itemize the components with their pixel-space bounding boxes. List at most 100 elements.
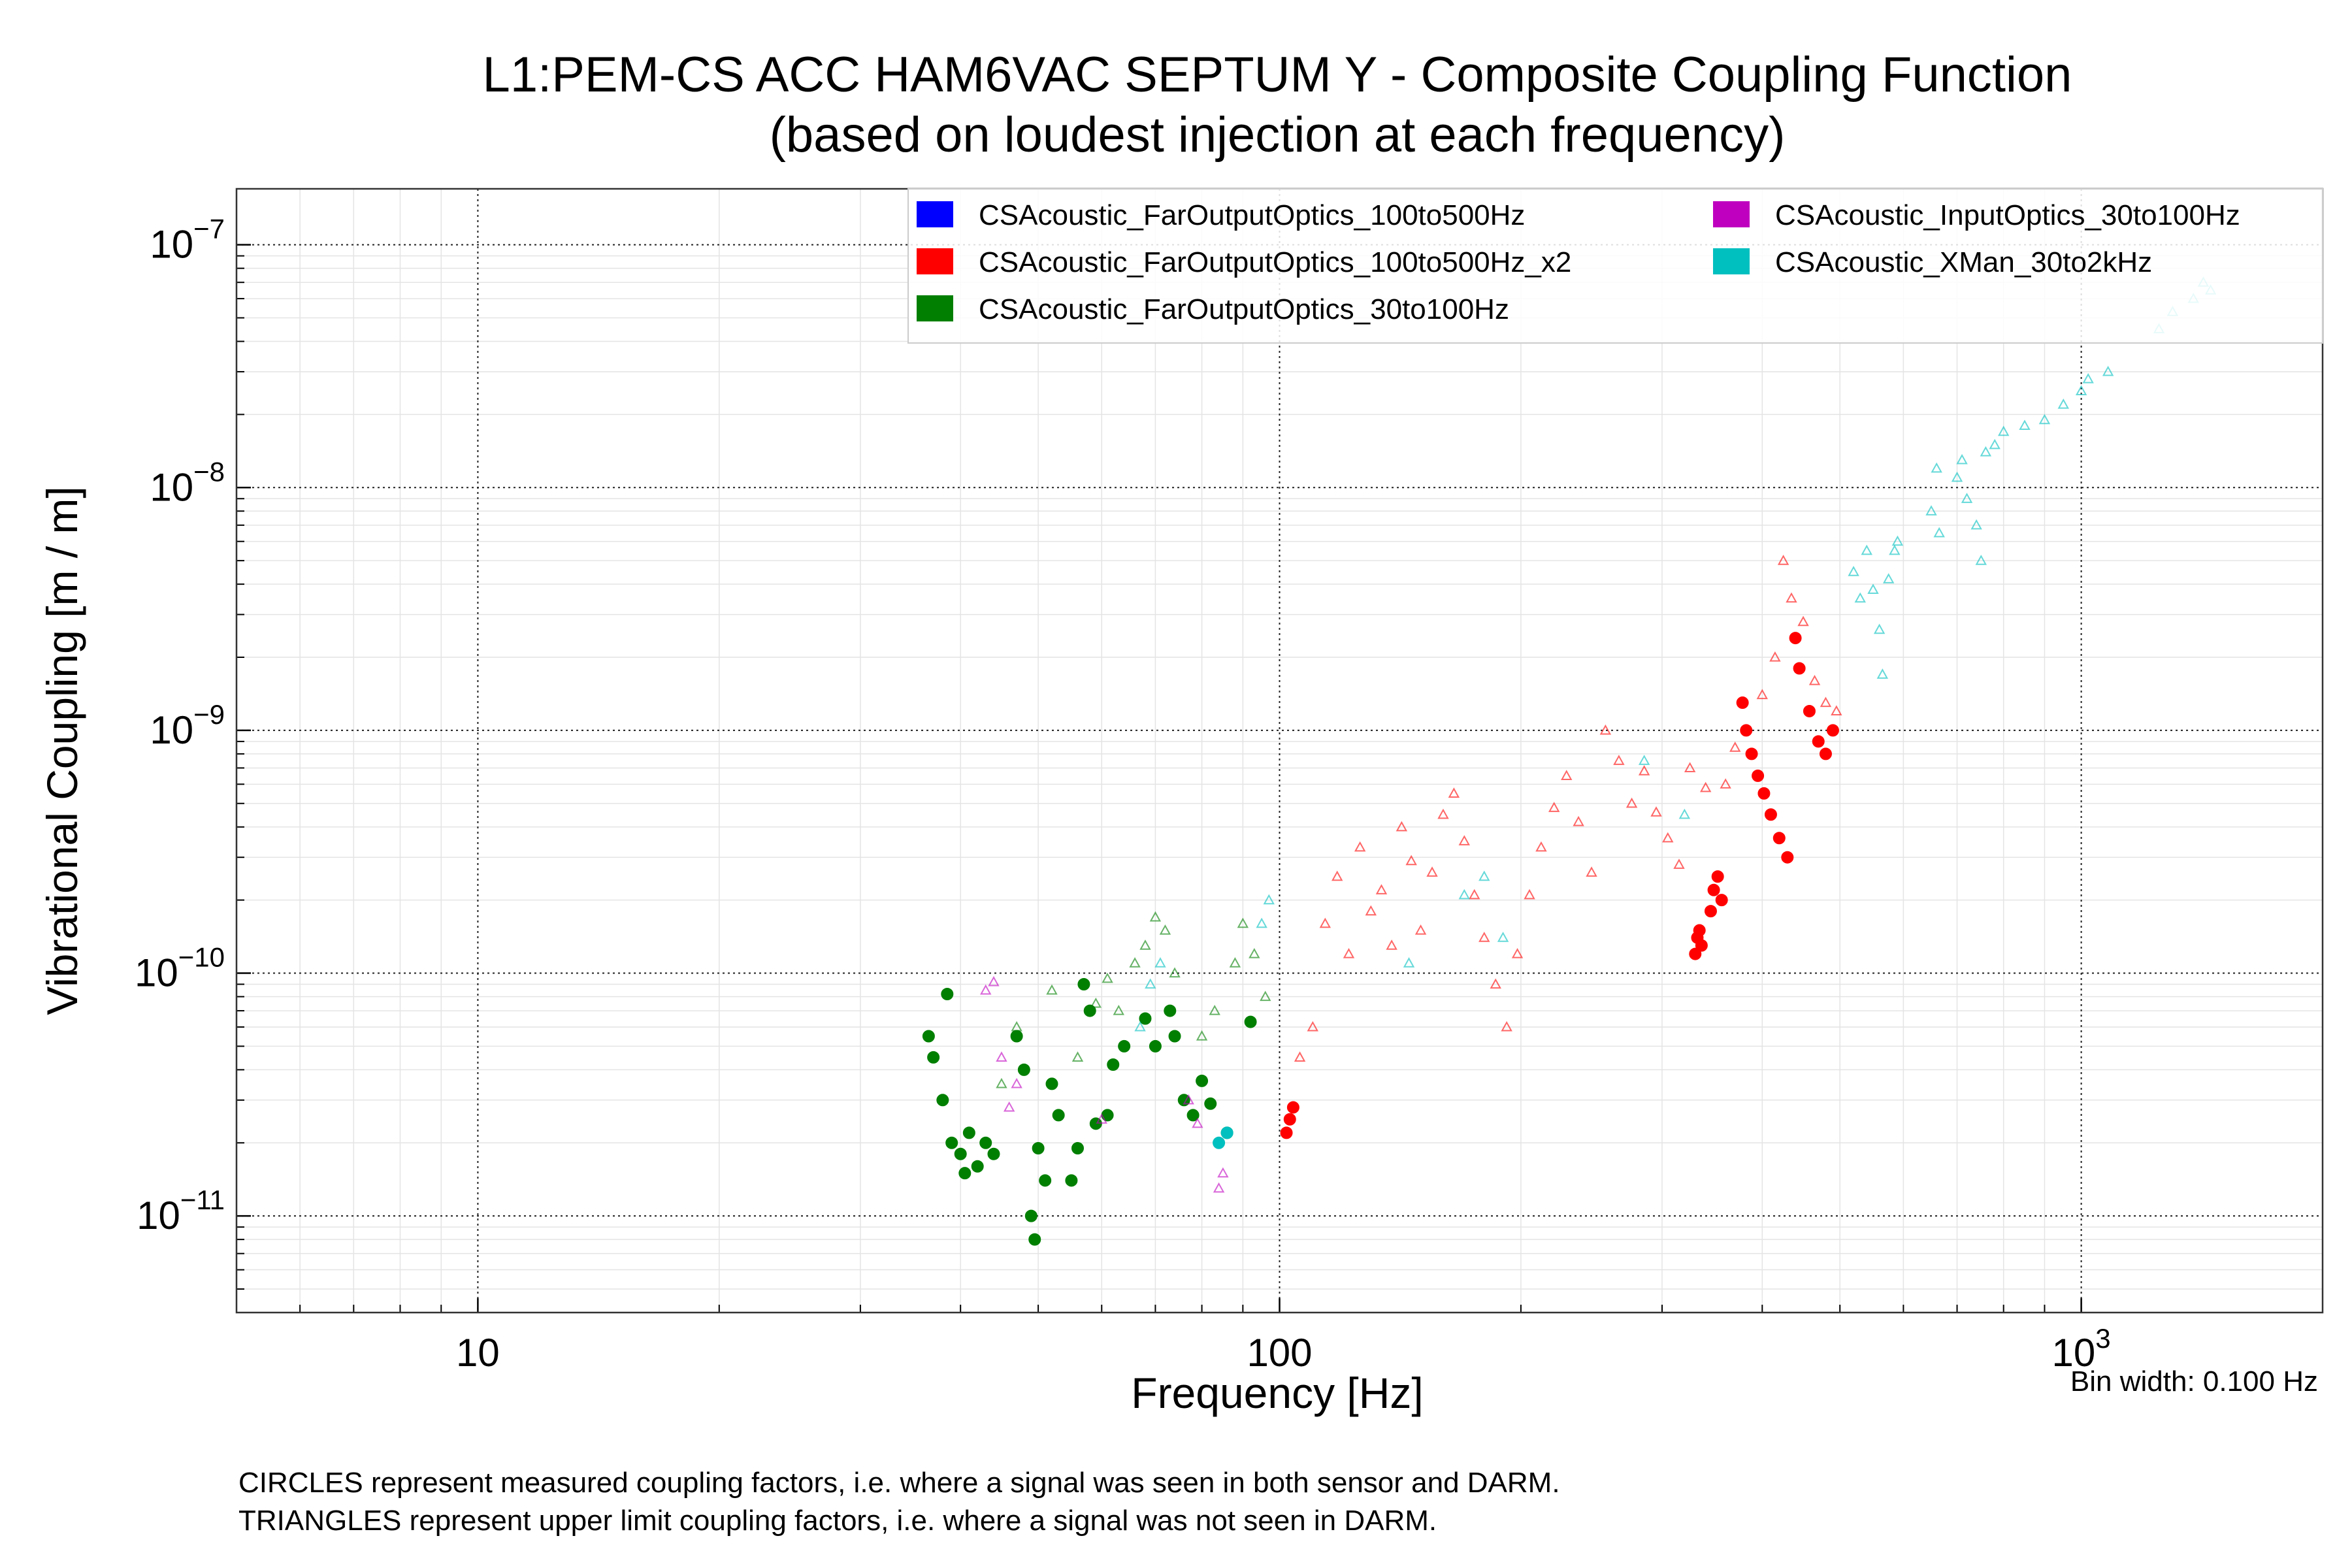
upper-limit-point bbox=[1756, 689, 1768, 700]
upper-limit-point bbox=[996, 1077, 1007, 1088]
upper-limit-point bbox=[980, 984, 992, 995]
upper-limit-point bbox=[1090, 997, 1102, 1008]
upper-limit-point bbox=[1989, 438, 2001, 449]
upper-limit-point bbox=[1867, 583, 1879, 595]
upper-limit-point bbox=[1854, 592, 1866, 603]
legend-swatch bbox=[917, 248, 953, 274]
upper-limit-point bbox=[2038, 414, 2051, 425]
upper-limit-point bbox=[1699, 781, 1712, 792]
upper-limit-point bbox=[1217, 1167, 1229, 1178]
measured-point bbox=[1826, 724, 1839, 737]
measured-point bbox=[1164, 1004, 1177, 1017]
legend-swatch bbox=[917, 201, 953, 227]
upper-limit-point bbox=[1448, 787, 1460, 798]
measured-point bbox=[1707, 883, 1720, 896]
y-tick-label: 10−10 bbox=[135, 941, 225, 994]
measured-point bbox=[1803, 704, 1816, 717]
measured-point bbox=[971, 1160, 984, 1173]
upper-limit-point bbox=[1196, 1030, 1208, 1041]
upper-limit-point bbox=[1386, 939, 1397, 950]
measured-point bbox=[1736, 696, 1749, 710]
x-tick-label: 10 bbox=[456, 1331, 500, 1375]
upper-limit-point bbox=[1524, 889, 1535, 900]
upper-limit-point bbox=[1249, 948, 1260, 958]
x-tick-label: 100 bbox=[1247, 1331, 1312, 1375]
upper-limit-point bbox=[1294, 1051, 1306, 1062]
upper-limit-point bbox=[988, 975, 1000, 987]
x-tick-exponent: 3 bbox=[2095, 1323, 2110, 1354]
series-3-marks bbox=[980, 975, 1229, 1193]
measured-point bbox=[1077, 978, 1090, 991]
upper-limit-point bbox=[1490, 978, 1501, 989]
upper-limit-point bbox=[1573, 815, 1584, 826]
upper-limit-point bbox=[1354, 841, 1366, 852]
measured-point bbox=[1017, 1063, 1030, 1076]
upper-limit-point bbox=[1256, 917, 1267, 928]
upper-limit-point bbox=[2057, 398, 2069, 409]
upper-limit-point bbox=[1975, 555, 1987, 565]
upper-limit-point bbox=[1586, 866, 1597, 877]
upper-limit-point bbox=[1403, 957, 1415, 968]
upper-limit-point bbox=[1213, 1182, 1225, 1193]
upper-limit-point bbox=[1102, 972, 1113, 983]
measured-point bbox=[1139, 1012, 1152, 1025]
upper-limit-point bbox=[2075, 385, 2087, 395]
upper-limit-point bbox=[1548, 802, 1560, 812]
measured-point bbox=[1772, 832, 1786, 845]
upper-limit-point bbox=[1678, 808, 1691, 819]
upper-limit-point bbox=[1343, 948, 1355, 958]
legend-swatch bbox=[1713, 201, 1750, 227]
upper-limit-point bbox=[2102, 365, 2114, 376]
upper-limit-point bbox=[1980, 446, 1992, 457]
legend-box bbox=[907, 188, 2323, 344]
upper-limit-point bbox=[1889, 544, 1901, 555]
measured-point bbox=[927, 1051, 940, 1064]
upper-limit-point bbox=[1931, 462, 1942, 473]
chart-subtitle: (based on loudest injection at each freq… bbox=[770, 107, 1786, 163]
upper-limit-point bbox=[1458, 835, 1470, 845]
legend-swatch bbox=[1713, 248, 1750, 274]
measured-point bbox=[1283, 1113, 1296, 1126]
measured-point bbox=[1186, 1109, 1200, 1122]
legend-label: CSAcoustic_FarOutputOptics_30to100Hz bbox=[979, 293, 1509, 325]
y-axis-label: Vibrational Coupling [m / m] bbox=[38, 486, 86, 1015]
y-tick-exponent: −7 bbox=[193, 214, 225, 244]
measured-point bbox=[1740, 724, 1753, 737]
upper-limit-point bbox=[1497, 932, 1509, 942]
measured-point bbox=[945, 1136, 958, 1149]
upper-limit-point bbox=[1096, 1113, 1107, 1124]
upper-limit-point bbox=[1625, 797, 1638, 808]
measured-point bbox=[1039, 1174, 1052, 1187]
upper-limit-point bbox=[1951, 471, 1963, 482]
upper-limit-point bbox=[1777, 555, 1789, 565]
measured-point bbox=[958, 1167, 972, 1180]
measured-point bbox=[1045, 1077, 1058, 1090]
y-tick-label: 10−9 bbox=[150, 699, 225, 752]
upper-limit-point bbox=[1478, 932, 1490, 942]
upper-limit-point bbox=[1970, 519, 1982, 530]
measured-point bbox=[922, 1030, 935, 1043]
upper-limit-point bbox=[1469, 889, 1480, 900]
upper-limit-point bbox=[1145, 978, 1156, 989]
measured-point bbox=[1244, 1015, 1257, 1028]
measured-point bbox=[1052, 1109, 1065, 1122]
upper-limit-point bbox=[1820, 696, 1832, 708]
measured-point bbox=[1024, 1209, 1037, 1222]
upper-limit-point bbox=[1192, 1117, 1203, 1128]
bin-width-label: Bin width: 0.100 Hz bbox=[2070, 1365, 2318, 1397]
upper-limit-point bbox=[1209, 1005, 1220, 1015]
upper-limit-point bbox=[1720, 778, 1731, 789]
legend: CSAcoustic_FarOutputOptics_100to500Hz CSA… bbox=[907, 188, 2323, 344]
upper-limit-point bbox=[1478, 870, 1490, 881]
upper-limit-point bbox=[1638, 755, 1650, 765]
upper-limit-point bbox=[1183, 1094, 1194, 1105]
upper-limit-point bbox=[2019, 419, 2031, 430]
measured-point bbox=[1693, 924, 1706, 937]
chart-title: L1:PEM-CS ACC HAM6VAC SEPTUM Y - Composi… bbox=[483, 47, 2072, 103]
upper-limit-point bbox=[1808, 674, 1821, 685]
legend-label: CSAcoustic_XMan_30to2kHz bbox=[1775, 246, 2152, 278]
upper-limit-point bbox=[1925, 505, 1937, 515]
upper-limit-point bbox=[1426, 866, 1438, 877]
upper-limit-point bbox=[1437, 808, 1449, 819]
y-tick-label: 10−8 bbox=[150, 456, 225, 509]
